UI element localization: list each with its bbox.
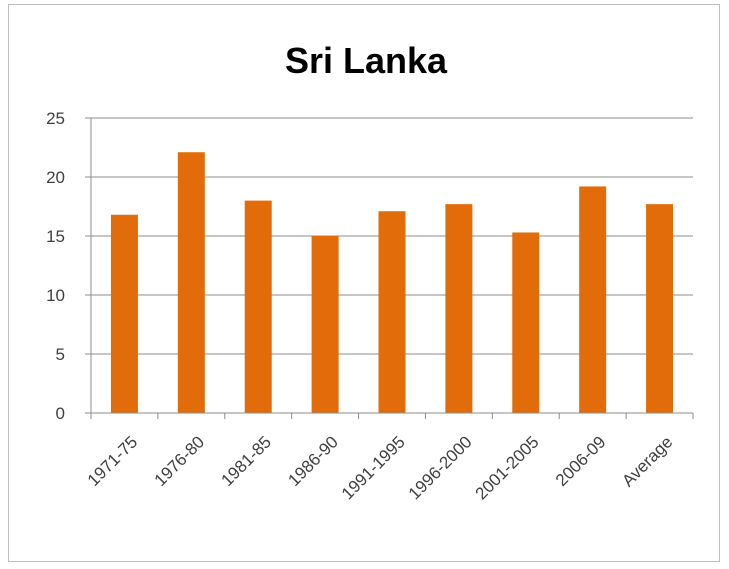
bar-1971-75: [110, 214, 138, 413]
x-tick-label: Average: [618, 432, 676, 490]
y-tick-label: 0: [56, 404, 65, 423]
x-tick-label: 2001-2005: [472, 432, 543, 503]
bar-1976-80: [177, 152, 205, 413]
bar-2001-2005: [512, 232, 540, 413]
bars: [110, 152, 674, 413]
axes: [90, 118, 693, 414]
bar-1991-1995: [378, 211, 406, 413]
y-tick-label: 20: [46, 168, 65, 187]
y-axis-ticks: 0 5 10 15 20 25: [46, 109, 91, 423]
bar-average: [646, 204, 674, 413]
x-tick-label: 1986-90: [284, 432, 342, 490]
y-tick-label: 15: [46, 227, 65, 246]
bar-1986-90: [311, 236, 339, 413]
bar-1996-2000: [445, 204, 473, 413]
x-tick-label: 2006-09: [552, 432, 610, 490]
x-tick-label: 1971-75: [84, 432, 142, 490]
x-tick-label: 1991-1995: [338, 432, 409, 503]
bar-2006-09: [579, 186, 607, 413]
x-axis-ticks: 1971-75 1976-80 1981-85 1986-901991-1995199…: [84, 413, 694, 503]
chart-title: Sri Lanka: [285, 40, 448, 81]
x-tick-label: 1976-80: [151, 432, 209, 490]
y-tick-label: 5: [56, 345, 65, 364]
bar-1981-85: [244, 200, 272, 413]
y-tick-label: 25: [46, 109, 65, 128]
x-tick-label: 1996-2000: [405, 432, 476, 503]
y-tick-label: 10: [46, 286, 65, 305]
x-tick-label: 1981-85: [217, 432, 275, 490]
